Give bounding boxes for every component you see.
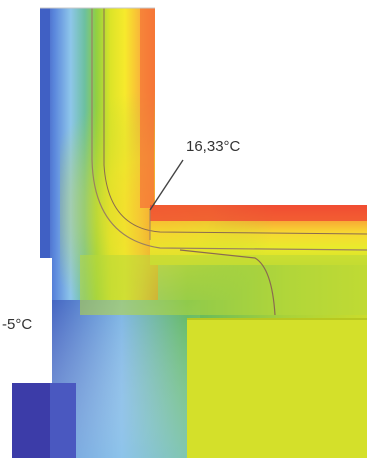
exterior-ground-gap [0,258,52,383]
isotherm-line-lower [179,249,276,316]
ground-block-light [50,383,76,458]
interior-room [155,8,367,205]
exterior-temperature-label: -5°C [2,316,33,333]
footing-block-edge [187,318,367,320]
exterior-air-upper [0,0,40,258]
label-leader-line [149,159,184,211]
footing-block [187,318,367,458]
corner-blend [60,8,367,300]
interior-floor-warm-edge [150,205,367,221]
cladding-strip [40,8,50,258]
interior-wall-warm-edge [140,8,154,208]
interior-isotherm-label: 16,33°C [186,138,241,155]
floor-green-band [80,255,367,315]
isotherm-line-outer [91,8,367,251]
isotherm-line-inner [103,8,367,235]
